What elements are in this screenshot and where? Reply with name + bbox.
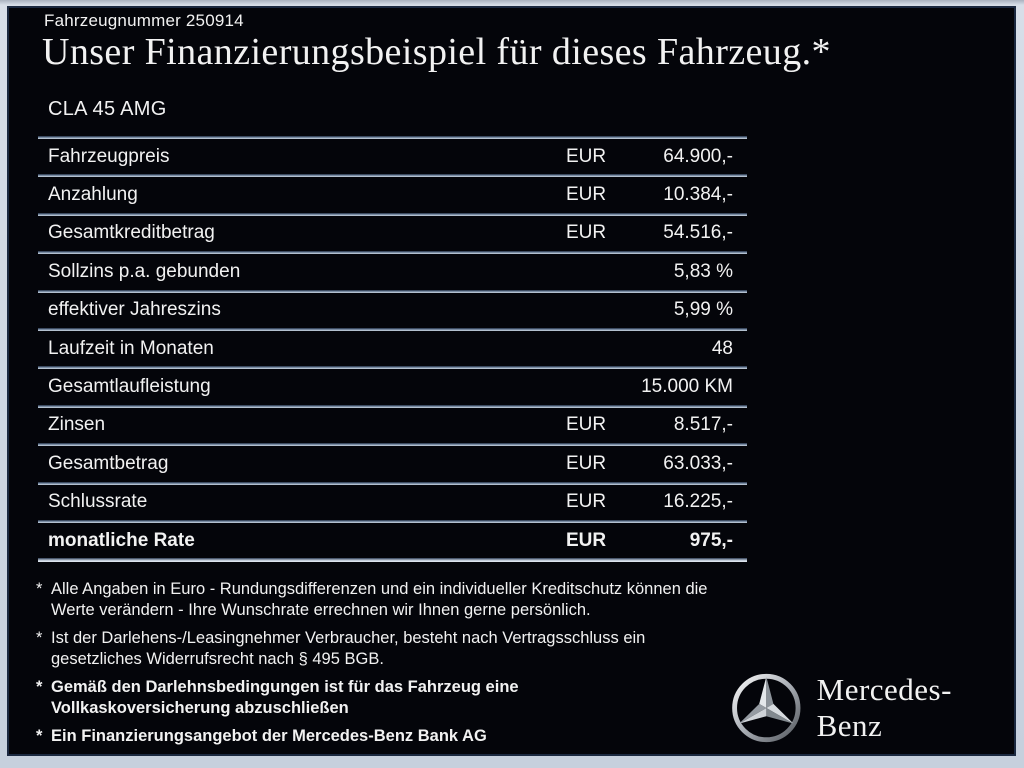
row-value: 15.000 KM [641,376,733,398]
row-label: Gesamtkreditbetrag [48,222,215,244]
row-label: Gesamtbetrag [48,452,169,474]
table-separator [38,404,747,408]
row-label: effektiver Jahreszins [48,299,221,321]
row-value: 5,99 % [673,299,733,321]
row-value: 63.033,- [663,452,733,474]
content-frame: Fahrzeugnummer 250914 Unser Finanzierung… [7,6,1016,756]
table-separator-bottom [38,558,747,563]
row-currency: EUR [566,414,607,436]
table-separator [38,366,747,370]
row-value: 10.384,- [663,184,733,206]
footnotes: * Alle Angaben in Euro - Rundungsdiffere… [36,579,748,754]
row-label: Fahrzeugpreis [48,145,170,167]
footnote-bank: * Ein Finanzierungsangebot der Mercedes-… [36,726,748,747]
row-value: 48 [711,337,733,359]
row-value: 5,83 % [673,260,733,282]
asterisk-marker: * [36,678,43,696]
footnote-line: Ist der Darlehens-/Leasingnehmer Verbrau… [51,629,646,647]
row-currency: EUR [566,529,607,551]
row-label: Schlussrate [48,491,148,513]
table-row-anzahlung: Anzahlung EUR 10.384,- [38,177,747,212]
table-separator [38,136,747,139]
row-label: Zinsen [48,414,106,436]
row-label: Anzahlung [48,184,138,206]
footnote-line: Vollkaskoversicherung abzuschließen [51,699,349,717]
vehicle-number: Fahrzeugnummer 250914 [44,11,244,30]
financing-table: Fahrzeugpreis EUR 64.900,- Anzahlung EUR… [38,136,747,563]
table-row-gesamtlaufleistung: Gesamtlaufleistung 15.000 KM [38,369,747,404]
table-separator [38,519,747,523]
asterisk-marker: * [36,580,43,598]
row-currency: EUR [566,222,607,244]
asterisk-marker: * [36,629,43,647]
footnote-line: Alle Angaben in Euro - Rundungsdifferenz… [51,580,708,598]
page-title: Unser Finanzierungsbeispiel für dieses F… [42,31,831,73]
table-separator [38,289,747,293]
mercedes-star-icon [732,673,801,743]
table-row-gesamtkreditbetrag: Gesamtkreditbetrag EUR 54.516,- [38,216,747,251]
table-row-zinsen: Zinsen EUR 8.517,- [38,408,747,443]
table-row-monatliche-rate: monatliche Rate EUR 975,- [38,523,747,558]
row-value: 54.516,- [663,222,733,244]
row-label: Sollzins p.a. gebunden [48,260,241,282]
table-row-effektiver-jahreszins: effektiver Jahreszins 5,99 % [38,293,747,328]
footnote-line: Werte verändern - Ihre Wunschrate errech… [51,601,591,619]
row-currency: EUR [566,184,607,206]
table-row-fahrzeugpreis: Fahrzeugpreis EUR 64.900,- [38,139,747,174]
row-currency: EUR [566,491,607,513]
table-row-laufzeit: Laufzeit in Monaten 48 [38,331,747,366]
brand-block: Mercedes-Benz [729,670,1014,746]
vehicle-model: CLA 45 AMG [48,98,167,120]
row-label: Gesamtlaufleistung [48,376,211,398]
footnote-widerrufsrecht: * Ist der Darlehens-/Leasingnehmer Verbr… [36,628,748,670]
row-currency: EUR [566,145,607,167]
row-label: Laufzeit in Monaten [48,337,214,359]
table-separator [38,481,747,485]
footnote-vollkasko: * Gemäß den Darlehnsbedingungen ist für … [36,677,748,719]
asterisk-marker: * [36,727,43,745]
table-row-sollzins: Sollzins p.a. gebunden 5,83 % [38,254,747,289]
table-separator [38,174,747,178]
footnote-line: Gemäß den Darlehnsbedingungen ist für da… [51,678,519,696]
table-separator [38,443,747,447]
table-separator [38,251,747,255]
row-value: 975,- [689,529,733,551]
table-row-schlussrate: Schlussrate EUR 16.225,- [38,485,747,520]
table-row-gesamtbetrag: Gesamtbetrag EUR 63.033,- [38,446,747,481]
row-currency: EUR [566,452,607,474]
footnote-line: gesetzliches Widerrufsrecht nach § 495 B… [51,650,384,668]
row-value: 8.517,- [673,414,733,436]
footnote-line: Ein Finanzierungsangebot der Mercedes-Be… [51,727,487,745]
brand-wordmark: Mercedes-Benz [816,672,952,743]
table-separator [38,327,747,331]
footnote-rounding: * Alle Angaben in Euro - Rundungsdiffere… [36,579,748,621]
row-value: 16.225,- [663,491,733,513]
row-label: monatliche Rate [48,529,195,551]
row-value: 64.900,- [663,145,733,167]
table-separator [38,212,747,216]
